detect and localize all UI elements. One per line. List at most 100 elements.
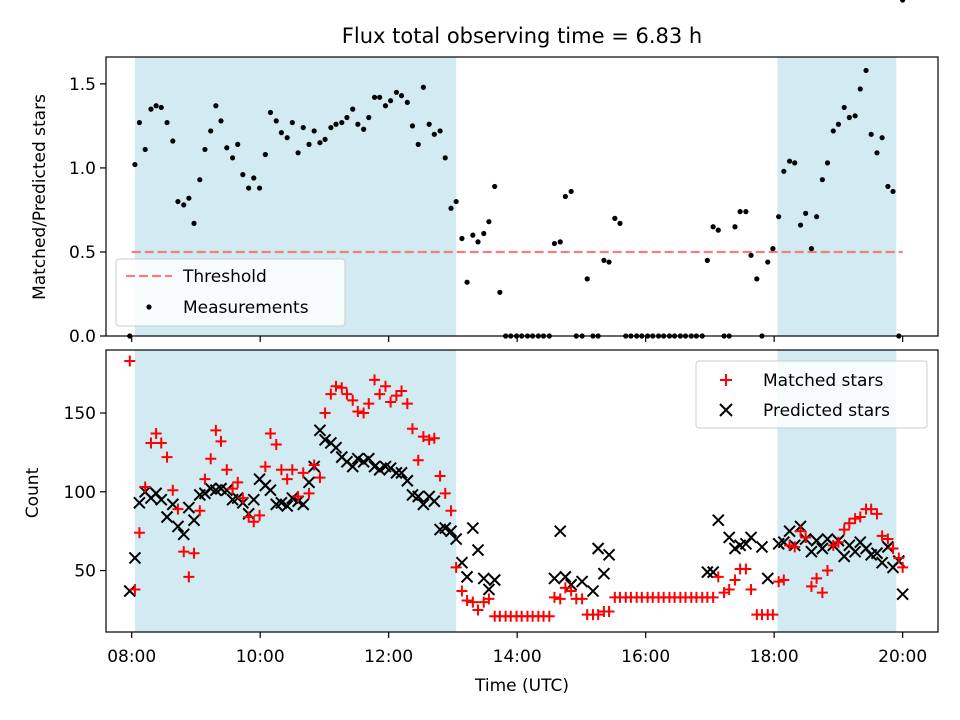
measurement-point <box>754 276 760 282</box>
matched-star-point <box>259 461 271 473</box>
predicted-star-point <box>548 572 561 585</box>
predicted-star-point <box>597 567 611 580</box>
matched-star-point <box>205 453 217 465</box>
matched-star-point <box>548 591 560 603</box>
predicted-star-point <box>275 496 288 510</box>
measurement-point <box>295 150 301 156</box>
matched-star-point <box>227 483 239 495</box>
matched-star-point <box>133 527 145 539</box>
measurement-point <box>813 214 820 220</box>
matched-star-point <box>319 407 331 419</box>
predicted-star-point <box>896 587 909 601</box>
predicted-star-point <box>870 547 884 560</box>
matched-star-point <box>849 513 861 525</box>
measurement-point <box>464 279 470 285</box>
predicted-star-point <box>182 501 196 514</box>
matched-star-point <box>145 437 157 449</box>
matched-star-point <box>124 355 136 367</box>
matched-star-point <box>592 609 604 621</box>
matched-star-point <box>172 503 184 515</box>
measurement-point <box>824 160 831 166</box>
predicted-star-point <box>123 584 136 598</box>
x-tick-label: 20:00 <box>878 647 927 667</box>
measurement-point <box>803 210 809 216</box>
matched-star-point <box>603 606 615 618</box>
measurement-point <box>273 118 279 124</box>
matched-star-point <box>773 576 785 588</box>
measurement-point <box>770 246 776 252</box>
matched-star-point <box>314 472 326 484</box>
measurement-point <box>874 150 880 156</box>
ratio-y-tick-label: 0.0 <box>69 327 96 347</box>
matched-star-point <box>243 511 255 523</box>
predicted-star-point <box>439 521 452 535</box>
ratio-y-tick-label: 1.5 <box>69 75 96 95</box>
measurement-point <box>224 145 230 151</box>
ratio-legend-box <box>115 258 346 327</box>
matched-star-point <box>292 491 304 503</box>
matched-star-point <box>729 574 741 586</box>
measurement-point <box>841 104 847 111</box>
matched-star-point <box>838 524 850 536</box>
predicted-star-point <box>302 476 316 489</box>
matched-star-point <box>423 434 435 446</box>
predicted-star-point <box>761 572 774 585</box>
matched-star-point <box>210 424 222 436</box>
matched-star-point <box>543 610 555 622</box>
measurement-point <box>819 177 825 183</box>
counts-panel: 50 100 150 08:00 10:00 12:00 14:00 16:00 18:00 2… <box>23 349 939 696</box>
measurement-point <box>617 220 623 226</box>
matched-star-point <box>275 464 287 476</box>
chart-title: Flux total observing time = 6.83 h <box>342 24 702 48</box>
matched-star-point <box>270 439 282 451</box>
matched-star-point <box>150 427 162 439</box>
matched-star-point <box>854 511 866 523</box>
matched-star-point <box>308 459 320 471</box>
matched-star-point <box>472 604 484 616</box>
measurement-point <box>776 214 782 220</box>
measurement-point <box>486 219 492 225</box>
measurement-point <box>835 121 842 127</box>
measurement-point <box>322 136 328 142</box>
measurement-point <box>333 121 339 127</box>
measurement-point <box>846 114 852 121</box>
predicted-star-point <box>160 510 174 524</box>
matched-star-point <box>805 580 817 592</box>
measurement-point <box>191 220 197 226</box>
measurement-point <box>284 135 290 141</box>
predicted-star-point <box>602 548 616 562</box>
measurement-point <box>246 185 252 191</box>
matched-star-point <box>897 561 909 573</box>
measurement-point <box>497 289 503 295</box>
predicted-star-point <box>701 565 714 579</box>
measurement-point <box>229 155 236 161</box>
matched-star-point <box>887 543 899 555</box>
x-tick-label: 08:00 <box>107 647 156 667</box>
predicted-star-point <box>586 584 600 598</box>
measurement-point <box>857 86 863 92</box>
predicted-star-point <box>477 572 490 585</box>
measurement-point <box>361 126 367 132</box>
measurement-point <box>218 118 224 124</box>
measurement-point <box>475 239 481 245</box>
predicted-star-point <box>810 534 823 547</box>
predicted-star-point <box>390 466 403 480</box>
measurement-point <box>240 172 246 178</box>
matched-star-point <box>215 435 227 447</box>
matched-star-point <box>379 380 391 392</box>
matched-star-point <box>576 593 588 605</box>
counts-legend: Matched stars Predicted stars <box>695 360 928 429</box>
measurement-point <box>437 128 443 134</box>
predicted-stars-points <box>123 424 909 601</box>
measurement-point <box>382 103 389 109</box>
matched-star-point <box>712 571 724 583</box>
measurement-point <box>377 94 383 100</box>
counts-legend-box <box>695 360 928 429</box>
matched-star-point <box>178 546 190 558</box>
matched-star-point <box>237 492 249 504</box>
matched-star-point <box>286 464 298 476</box>
predicted-star-point <box>875 556 889 569</box>
predicted-star-point <box>417 498 430 511</box>
x-tick-label: 12:00 <box>364 647 413 667</box>
